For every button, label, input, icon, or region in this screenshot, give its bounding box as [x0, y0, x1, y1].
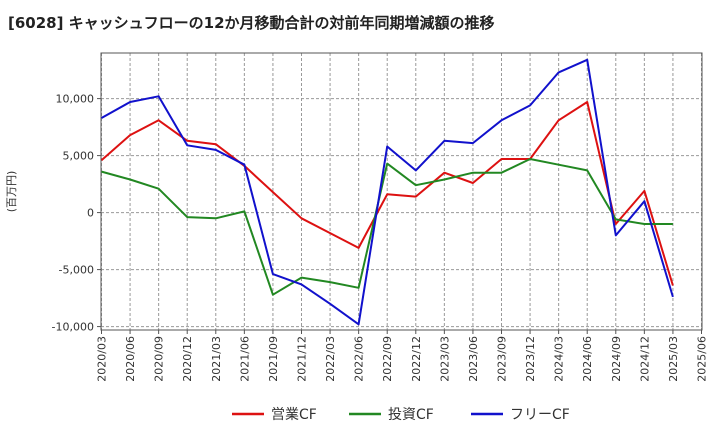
x-tick-label: 2024/06 [581, 336, 594, 382]
x-tick-label: 2022/03 [324, 336, 337, 382]
series-line-2 [101, 158, 673, 296]
legend-label: 営業CF [271, 407, 317, 423]
x-tick-label: 2021/12 [296, 336, 309, 382]
x-tick-label: 2020/12 [181, 336, 194, 382]
x-tick-label: 2025/06 [696, 336, 709, 382]
x-tick-label: 2024/12 [638, 336, 651, 382]
chart-title: [6028] キャッシュフローの12か月移動合計の対前年同期増減額の推移 [8, 14, 495, 32]
x-tick-label: 2020/03 [96, 336, 109, 382]
x-tick-label: 2023/06 [467, 336, 480, 382]
x-tick-label: 2025/03 [667, 336, 680, 382]
y-tick-label: -10,000 [52, 321, 94, 334]
y-tick-label: -5,000 [59, 264, 94, 277]
legend: 営業CF 投資CF フリーCF [232, 407, 570, 423]
x-tick-label: 2021/03 [210, 336, 223, 382]
y-tick-label: 5,000 [63, 150, 95, 163]
y-tick-label: 0 [87, 207, 94, 220]
x-tick-label: 2024/03 [553, 336, 566, 382]
x-tick-label: 2021/06 [238, 336, 251, 382]
legend-label: 投資CF [388, 407, 434, 423]
series-lines [100, 58, 674, 326]
x-tick-label: 2021/09 [267, 336, 280, 382]
x-tick-label: 2024/09 [610, 336, 623, 382]
y-axis: -10,000 -5,000 0 5,000 10,000 [52, 93, 101, 334]
y-tick-label: 10,000 [56, 93, 95, 106]
series-line-1 [100, 101, 674, 286]
x-tick-label: 2023/09 [496, 336, 509, 382]
legend-label: フリーCF [510, 407, 570, 423]
y-axis-label: (百万円) [5, 171, 18, 213]
grid-lines [101, 53, 702, 330]
x-tick-label: 2022/09 [381, 336, 394, 382]
x-tick-label: 2023/03 [438, 336, 451, 382]
x-tick-label: 2022/12 [410, 336, 423, 382]
x-tick-label: 2020/06 [124, 336, 137, 382]
plot-area-frame [100, 52, 703, 331]
x-tick-label: 2022/06 [353, 336, 366, 382]
series-line-3 [101, 58, 674, 326]
x-axis: 2020/03 2020/06 2020/09 2020/12 2021/03 2021/… [96, 330, 709, 382]
x-tick-label: 2020/09 [153, 336, 166, 382]
x-tick-label: 2023/12 [524, 336, 537, 382]
